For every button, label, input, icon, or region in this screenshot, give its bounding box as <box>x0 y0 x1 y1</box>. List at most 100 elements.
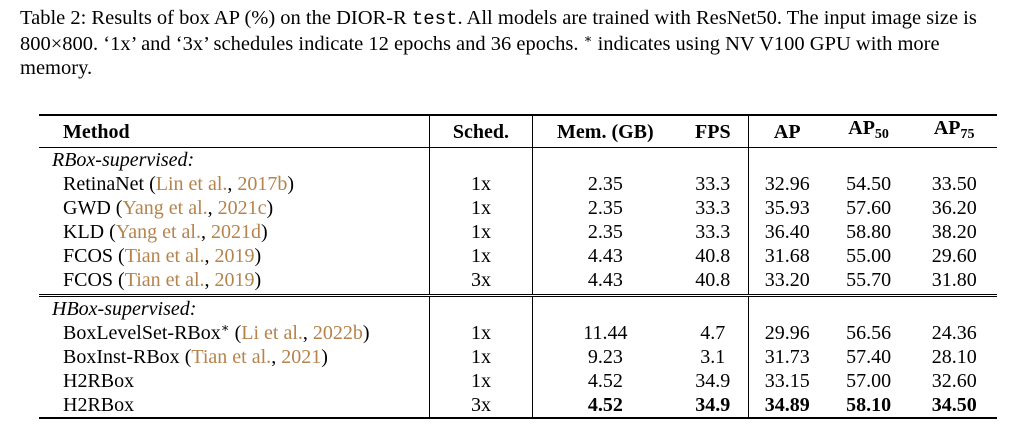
ap-cell: 33.20 <box>748 268 826 297</box>
ap75-cell: 29.60 <box>931 245 977 267</box>
ap75-cell: 33.50 <box>931 173 977 195</box>
ap-cell: 32.96 <box>764 173 810 195</box>
ap50-cell: 55.00 <box>846 245 892 267</box>
caption-code: test <box>411 8 458 30</box>
header-sched: Sched. <box>429 115 533 148</box>
mem-cell: 2.35 <box>587 221 623 243</box>
group-row: RBox-supervised: <box>39 147 997 173</box>
citation-authors: Tian et al. <box>191 346 272 368</box>
results-table: Method Sched. Mem. (GB) FPS AP AP50 AP75… <box>39 114 997 419</box>
empty-cell <box>911 296 997 322</box>
table-caption: Table 2: Results of box AP (%) on the DI… <box>20 6 995 81</box>
header-ap75: AP75 <box>911 115 997 148</box>
citation-year: 2022b <box>312 322 363 344</box>
mem-cell: 4.43 <box>587 245 623 267</box>
sched-cell: 1x <box>429 220 533 244</box>
empty-cell <box>748 148 826 173</box>
citation-year: 2021 <box>281 346 322 368</box>
ap-cell: 35.93 <box>764 197 810 219</box>
ap50-cell: 54.50 <box>846 173 892 195</box>
mem-cell: 4.43 <box>532 268 678 297</box>
caption-suffix: . All models are trained with ResNet50. … <box>20 7 977 55</box>
empty-cell <box>911 148 997 173</box>
sched-cell: 1x <box>429 369 533 393</box>
ap50-cell: 58.10 <box>846 394 892 416</box>
citation-year: 2017b <box>237 173 288 195</box>
ap-cell: 29.96 <box>764 322 810 344</box>
caption-star: ∗ <box>583 30 593 46</box>
mem-cell: 2.35 <box>587 173 623 195</box>
citation-year: 2019 <box>214 245 255 267</box>
group-row: HBox-supervised: <box>39 295 997 322</box>
ap50-cell: 55.70 <box>825 268 912 297</box>
table-row: H2RBox 1x 4.52 34.9 33.15 57.00 32.60 <box>39 369 997 393</box>
sched-cell: 1x <box>429 172 533 196</box>
method-cell: H2RBox <box>39 369 430 393</box>
citation-year: 2021c <box>217 197 267 219</box>
fps-cell: 33.3 <box>677 196 749 220</box>
method-name: RetinaNet <box>63 173 145 195</box>
header-method: Method <box>39 115 430 148</box>
table-row: FCOS (Tian et al., 2019) 1x 4.43 40.8 31.68 5… <box>39 244 997 268</box>
ap50-cell: 57.00 <box>846 370 892 392</box>
empty-cell <box>532 296 678 322</box>
ap75-cell: 28.10 <box>931 346 977 368</box>
ap-cell: 34.89 <box>764 394 810 416</box>
fps-cell: 33.3 <box>677 172 749 196</box>
empty-cell <box>677 295 749 321</box>
sched-cell: 3x <box>429 393 533 418</box>
method-name: BoxLevelSet-RBox <box>63 322 221 344</box>
empty-cell <box>677 147 749 172</box>
table-row: RetinaNet (Lin et al., 2017b) 1x 2.35 33.3 3… <box>39 172 997 196</box>
table-row: GWD (Yang et al., 2021c) 1x 2.35 33.3 35.93 5… <box>39 196 997 220</box>
method-name: FCOS <box>63 245 114 267</box>
citation-authors: Tian et al. <box>124 245 205 267</box>
citation-authors: Li et al. <box>241 322 303 344</box>
citation-year: 2021d <box>210 221 261 243</box>
fps-cell: 34.9 <box>677 393 749 418</box>
ap75-cell: 32.60 <box>931 370 977 392</box>
method-name: KLD <box>63 221 105 243</box>
ap-cell: 31.68 <box>764 245 810 267</box>
citation-authors: Lin et al. <box>155 173 228 195</box>
method-cell: FCOS (Tian et al., 2019) <box>63 245 262 267</box>
ap-cell: 31.73 <box>764 346 810 368</box>
table-row: BoxInst-RBox (Tian et al., 2021) 1x 9.23 3.… <box>39 345 997 369</box>
empty-cell <box>429 295 533 321</box>
fps-cell: 34.9 <box>677 369 749 393</box>
header-ap: AP <box>748 115 826 148</box>
sched-cell: 1x <box>429 196 533 220</box>
method-cell: BoxInst-RBox (Tian et al., 2021) <box>63 346 328 368</box>
mem-cell: 4.52 <box>587 370 623 392</box>
ap75-cell: 24.36 <box>931 322 977 344</box>
ap75-cell: 31.80 <box>911 268 997 297</box>
method-cell: KLD (Yang et al., 2021d) <box>63 221 268 243</box>
table-header-row: Method Sched. Mem. (GB) FPS AP AP50 AP75 <box>39 115 997 148</box>
method-cell: FCOS (Tian et al., 2019) <box>39 268 430 297</box>
group-label: RBox-supervised: <box>52 149 195 171</box>
caption-prefix: Table 2: Results of box AP (%) on the DI… <box>20 7 412 29</box>
empty-cell <box>532 148 678 173</box>
ap50-cell: 57.60 <box>846 197 892 219</box>
method-name: H2RBox <box>63 370 135 392</box>
group-label: HBox-supervised: <box>52 298 197 320</box>
ap75-cell: 38.20 <box>931 221 977 243</box>
citation-authors: Yang et al. <box>115 221 201 243</box>
empty-cell <box>748 296 826 322</box>
table-body: RBox-supervised: RetinaNet (Lin et al., 2… <box>39 147 997 418</box>
method-cell: BoxLevelSet-RBox∗ (Li et al., 2022b) <box>63 320 370 344</box>
citation-authors: Tian et al. <box>124 269 205 291</box>
method-cell: RetinaNet (Lin et al., 2017b) <box>63 173 295 195</box>
method-name: BoxInst-RBox <box>63 346 180 368</box>
citation-authors: Yang et al. <box>122 197 208 219</box>
fps-cell: 40.8 <box>677 268 749 297</box>
ap-cell: 33.15 <box>764 370 810 392</box>
method-name: GWD <box>63 197 111 219</box>
method-cell: GWD (Yang et al., 2021c) <box>63 197 274 219</box>
table-row: FCOS (Tian et al., 2019) 3x 4.43 40.8 33.20 5… <box>39 268 997 297</box>
table-row: BoxLevelSet-RBox∗ (Li et al., 2022b) 1x 11… <box>39 321 997 345</box>
sched-cell: 1x <box>429 321 533 345</box>
ap50-cell: 58.80 <box>846 221 892 243</box>
method-cell: H2RBox <box>39 393 430 418</box>
sched-cell: 1x <box>429 244 533 268</box>
